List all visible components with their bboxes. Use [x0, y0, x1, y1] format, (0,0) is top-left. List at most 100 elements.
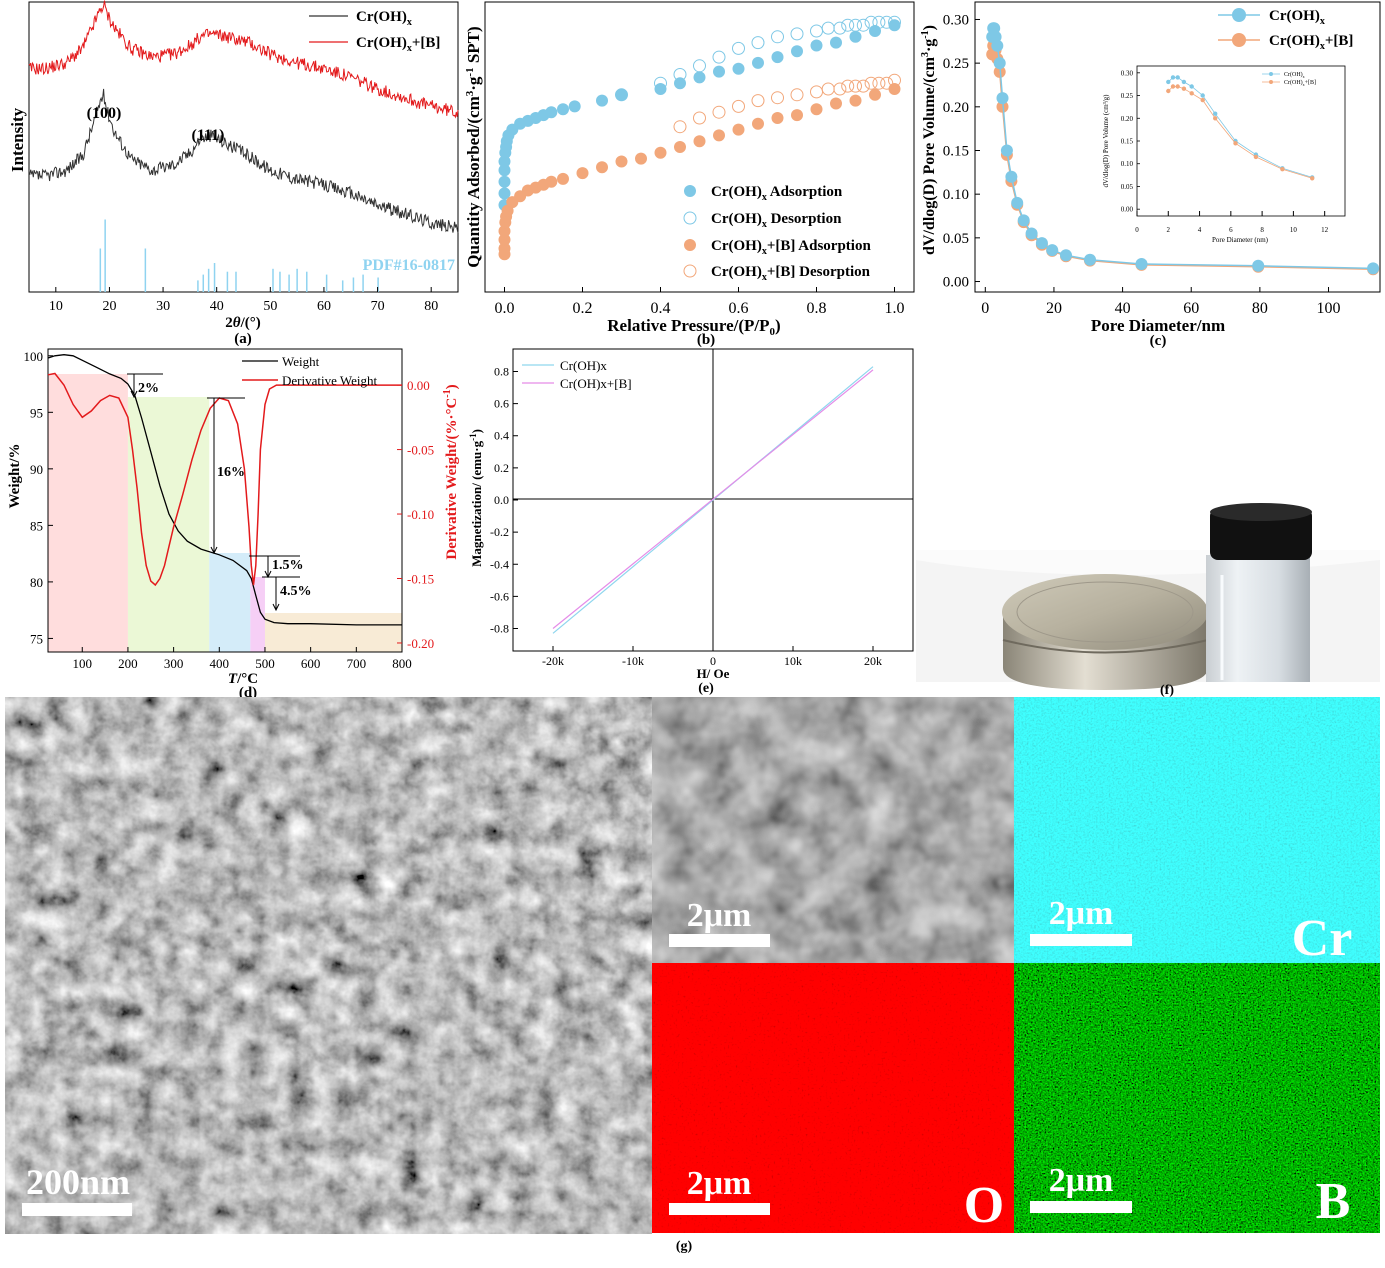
panel-d-ylabel-right: Derivative Weight/(%·°C-1): [442, 384, 460, 559]
panel-a-pdf-label: PDF#16-0817: [363, 257, 455, 274]
panel-d-left-tick-label-2: 85: [30, 518, 43, 533]
panel-e-label: (e): [698, 681, 714, 696]
panel-a-x-ticks: 10 20 30 40 50 60 70 80: [49, 287, 438, 314]
panel-a-x-tick-label-4: 50: [263, 299, 277, 314]
panel-b-s1-point-18: [888, 15, 901, 29]
panel-b-legend-1: Cr(OH)x Desorption: [711, 211, 842, 230]
panel-g-label: (g): [676, 1239, 693, 1254]
panel-e-ylabel: Magnetization/ (emu·g-1): [468, 429, 484, 567]
panel-c-inset-y-tick-label-5: 0.25: [1121, 92, 1134, 100]
panel-a-x-tick-label-2: 30: [156, 299, 170, 314]
panel-d-annot-16pct: 16%: [217, 465, 245, 480]
panel-b-s2-point-18: [654, 146, 667, 159]
panel-d-annot-1-5pct: 1.5%: [272, 558, 304, 573]
panel-d-left-tick-label-0: 75: [30, 631, 43, 646]
panel-c-s0-point-14: [1060, 249, 1072, 262]
panel-c-s0-point-8: [1005, 170, 1018, 183]
panel-c-s0-point-6: [996, 92, 1009, 105]
panel-a-x-tick-label-3: 40: [210, 299, 224, 314]
panel-a-series-croh-b: [28, 0, 459, 119]
panel-b-s0-point-28: [830, 36, 842, 49]
panel-c-inset-s1-point-2: [1175, 84, 1180, 89]
panel-d-ylabel-left: Weight/%: [7, 443, 23, 508]
panel-c-x-tick-label-1: 20: [1046, 300, 1062, 317]
panel-c-inset-x-tick-label-4: 8: [1260, 226, 1264, 234]
panel-c-x-tick-label-2: 40: [1115, 300, 1131, 317]
panel-a-legend-croh-b: Cr(OH)x+[B]: [356, 35, 440, 54]
panel-c-inset-y-tick-label-2: 0.10: [1121, 160, 1134, 168]
panel-d-left-tick-label-5: 100: [24, 349, 44, 364]
panel-c-frame: [974, 1, 1381, 293]
panel-b-s1-point-2: [673, 68, 687, 81]
panel-c-inset-y-tick-label-4: 0.20: [1121, 115, 1134, 123]
panel-c-inset-x-tick-label-2: 4: [1198, 226, 1202, 234]
panel-c-inset-y-ticks: 0.00 0.05 0.10 0.15 0.20 0.25 0.30: [1121, 69, 1140, 214]
panel-c-inset-s1-point-6: [1213, 116, 1218, 121]
panel-b-s2-point-22: [732, 123, 745, 136]
panel-a-reference-lines: [99, 219, 379, 292]
panel-d-xlabel: T/°C: [228, 671, 258, 687]
panel-c-s0-point-17: [1252, 259, 1265, 272]
panel-e-series-croh-b: [552, 369, 874, 629]
panel-e-y-tick-label-4: 0.0: [494, 493, 509, 507]
panel-d-right-ticks: 0.00 -0.05 -0.10 -0.15 -0.20: [397, 378, 434, 651]
panel-c-inset-ylabel: dV/dlog(D) Pore Volume (cm³/g): [1102, 94, 1110, 188]
panel-c-inset-s0-point-4: [1189, 84, 1194, 89]
panel-b-legend-3: Cr(OH)x+[B] Desorption: [711, 264, 871, 283]
panel-e-y-tick-label-1: 0.6: [494, 397, 509, 411]
panel-d-region-0: [48, 374, 128, 652]
panel-b-x-tick-label-0: 0.0: [495, 300, 515, 317]
sem-image: 200nm: [5, 697, 652, 1234]
panel-c-y-tick-label-2: 0.10: [943, 187, 969, 203]
panel-c-inset-s0-point-6: [1213, 111, 1218, 116]
panel-e-x-tick-label-4: 20k: [864, 654, 882, 668]
vial-illustration: [1206, 503, 1312, 682]
panel-c-label: (c): [1150, 333, 1167, 349]
panel-b-s2-point-28: [849, 94, 862, 107]
panel-b-s0-point-27: [810, 39, 823, 52]
panel-e-y-tick-label-6: -0.4: [490, 557, 509, 571]
panel-c-inset-legend-1: Cr(OH)x+[B]: [1284, 79, 1316, 87]
panel-d-derivative-line: [47, 372, 402, 587]
panel-b-ylabel: Quantity Adsorbed/(cm3·g-1 SPT): [464, 26, 483, 267]
panel-e-y-tick-label-0: 0.8: [494, 364, 509, 378]
panel-e-x-tick-label-2: 0: [710, 654, 716, 668]
panel-b-s1-point-17: [880, 15, 894, 29]
panel-b-s1-point-15: [864, 15, 878, 29]
panel-d-annot-4-5pct: 4.5%: [280, 584, 312, 599]
panel-e-legend: Cr(OH)x Cr(OH)x+[B]: [522, 358, 632, 391]
panel-c-y-tick-label-1: 0.05: [943, 231, 969, 247]
panel-c-inset-s0-point-5: [1200, 93, 1205, 98]
panel-a-peak-111: (111): [192, 127, 225, 144]
panel-e-series-croh: [552, 366, 874, 634]
panel-c-inset-s1-point-1: [1170, 84, 1176, 89]
panel-b-s3-point-9: [833, 82, 847, 96]
panel-a-xlabel: 2θ/(°): [225, 315, 260, 331]
map-cr-scale-label: 2μm: [1049, 895, 1114, 932]
eds-map-b: 2μm B: [1014, 963, 1380, 1233]
panel-a-x-tick-label-5: 60: [317, 299, 331, 314]
panel-c-y-tick-label-4: 0.20: [943, 100, 969, 116]
panel-b-s1-point-7: [771, 30, 784, 44]
sem-map-gray: 2μm: [652, 697, 1014, 963]
panel-d-region-1: [127, 397, 210, 652]
panel-d-right-tick-label-0: 0.00: [407, 378, 430, 393]
panel-b-s1-point-13: [849, 18, 862, 32]
panel-a-x-tick-label-7: 80: [424, 299, 438, 314]
panel-c-s0-point-13: [1046, 244, 1059, 257]
panel-b-s0-point-18: [615, 88, 628, 101]
panel-e-y-tick-label-3: 0.2: [494, 461, 509, 475]
panel-c-pore-distribution: 0 20 40 60 80 100 0.000.050.100.150.200.250.3…: [920, 1, 1381, 349]
panel-c-inset-s1-point-9: [1280, 167, 1285, 172]
panel-a-series-croh: [28, 88, 459, 234]
panel-c-inset-s0-point-1: [1170, 75, 1176, 80]
panel-c-inset-s1-point-0: [1166, 88, 1171, 94]
panel-c-inset-y-tick-label-1: 0.05: [1121, 183, 1134, 191]
panel-d-step-annotations: [127, 373, 300, 612]
panel-d-left-ticks: 75 80 85 90 95 100: [24, 349, 53, 646]
panel-b-s3-point-6: [790, 88, 804, 102]
panel-b-s2-point-16: [615, 155, 628, 168]
panel-b-s1-point-12: [841, 18, 855, 32]
panel-c-x-tick-label-0: 0: [981, 300, 989, 317]
panel-c-y-tick-label-3: 0.15: [943, 143, 969, 159]
